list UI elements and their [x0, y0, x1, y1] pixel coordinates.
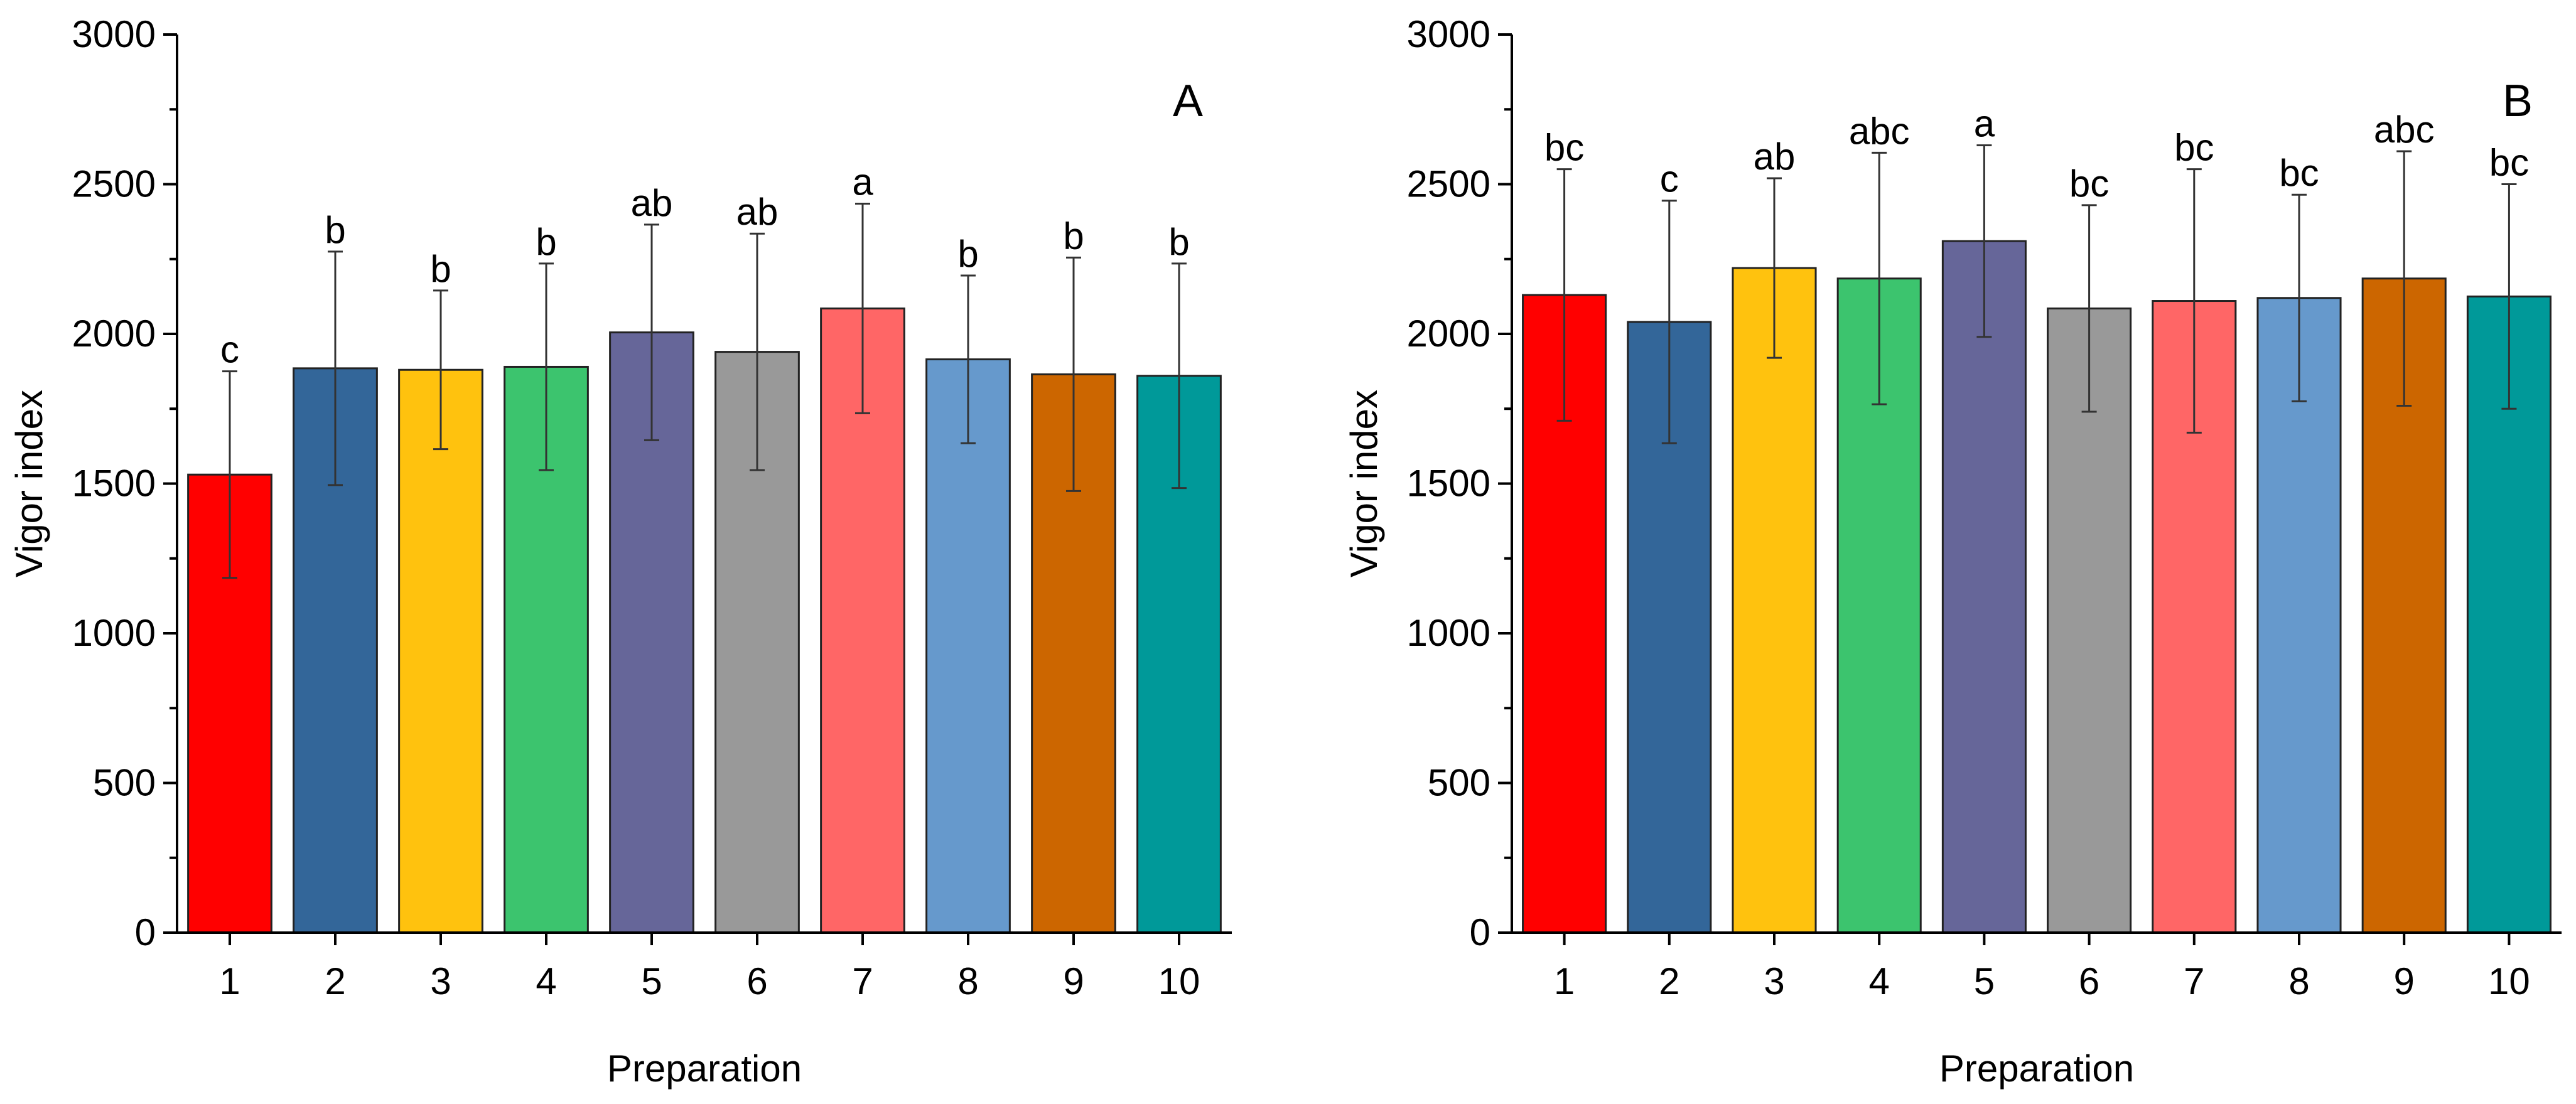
x-tick-label-5: 5 — [641, 960, 662, 1002]
error-bar-5 — [1976, 144, 1992, 338]
error-bar-4 — [1872, 151, 1887, 405]
axes — [1511, 35, 2562, 934]
x-tick-label-3: 3 — [1764, 960, 1784, 1002]
x-tick-label-2: 2 — [325, 960, 345, 1002]
x-tick-label-7: 7 — [2184, 960, 2204, 1002]
significance-letter-3: b — [430, 248, 451, 290]
error-bar-10 — [2501, 183, 2517, 410]
error-bar-7 — [2186, 168, 2202, 434]
significance-letter-1: bc — [1544, 127, 1584, 169]
x-tick-label-5: 5 — [1974, 960, 1995, 1002]
error-bar-7 — [855, 203, 870, 414]
error-bar-4 — [539, 262, 554, 471]
x-tick-label-9: 9 — [1063, 960, 1084, 1002]
significance-letter-7: bc — [2174, 127, 2214, 169]
y-tick-label-3000: 3000 — [72, 13, 156, 55]
error-bar-3 — [433, 289, 448, 451]
error-bar-8 — [961, 274, 976, 444]
bar-6 — [714, 351, 800, 934]
significance-letter-6: ab — [736, 191, 779, 233]
error-bar-6 — [750, 232, 765, 471]
significance-letter-8: bc — [2279, 152, 2319, 194]
x-axis-label: Preparation — [607, 1048, 802, 1090]
y-tick-label-1500: 1500 — [72, 463, 156, 505]
y-tick-label-500: 500 — [93, 762, 156, 804]
y-axis-label: Vigor index — [1343, 390, 1385, 577]
y-tick-label-1500: 1500 — [1407, 463, 1490, 505]
y-tick-label-2000: 2000 — [1407, 313, 1490, 355]
significance-letter-1: c — [220, 329, 239, 371]
x-axis-label: Preparation — [1939, 1048, 2134, 1090]
error-bar-3 — [1767, 177, 1782, 359]
significance-letter-6: bc — [2069, 163, 2109, 205]
panel-label: B — [2503, 76, 2533, 126]
x-tick-label-6: 6 — [2079, 960, 2099, 1002]
chart-panel-b: bc 1 c 2 ab 3 abc 4 a 5 bc 6 bc 7 bc 8 abc 9 bc 10 0 500 1000 1… — [1343, 13, 2562, 1090]
y-tick-label-1000: 1000 — [72, 612, 156, 654]
x-tick-label-4: 4 — [536, 960, 556, 1002]
panel-label: A — [1173, 76, 1203, 126]
y-tick-label-2500: 2500 — [72, 163, 156, 205]
x-tick-label-7: 7 — [852, 960, 873, 1002]
error-bar-8 — [2292, 193, 2307, 402]
error-bar-9 — [1066, 256, 1081, 492]
error-bar-9 — [2396, 150, 2412, 407]
error-bar-6 — [2081, 204, 2097, 413]
significance-letter-4: b — [536, 221, 556, 263]
x-tick-label-3: 3 — [430, 960, 451, 1002]
significance-letter-4: abc — [1849, 110, 1910, 152]
significance-letter-2: c — [1660, 158, 1679, 200]
x-tick-label-1: 1 — [219, 960, 240, 1002]
bar-3 — [1732, 267, 1817, 934]
y-tick-label-500: 500 — [1428, 762, 1490, 804]
error-bar-1 — [222, 370, 237, 579]
error-bar-2 — [1661, 200, 1677, 444]
significance-letter-5: ab — [631, 182, 673, 224]
y-axis-label: Vigor index — [8, 390, 50, 577]
error-bar-10 — [1172, 262, 1187, 490]
y-tick-label-1000: 1000 — [1407, 612, 1490, 654]
bar-5 — [1941, 240, 2027, 934]
bar-3 — [398, 368, 483, 934]
x-tick-label-6: 6 — [746, 960, 767, 1002]
chart-panel-a: c 1 b 2 b 3 b 4 ab 5 ab 6 a 7 b 8 b 9 b 10 0 500 1000 1500 2000 2… — [8, 13, 1232, 1090]
y-tick-label-0: 0 — [135, 911, 156, 953]
x-tick-label-10: 10 — [2488, 960, 2530, 1002]
significance-letter-8: b — [957, 233, 978, 275]
bar-8 — [925, 358, 1011, 934]
significance-letter-9: b — [1063, 215, 1084, 257]
x-tick-label-2: 2 — [1659, 960, 1679, 1002]
x-tick-label-4: 4 — [1869, 960, 1890, 1002]
error-bar-1 — [1556, 168, 1572, 422]
significance-letter-9: abc — [2374, 109, 2435, 151]
x-tick-label-8: 8 — [2288, 960, 2309, 1002]
significance-letter-3: ab — [1754, 136, 1796, 178]
error-bar-5 — [644, 223, 659, 441]
x-tick-label-1: 1 — [1554, 960, 1575, 1002]
y-tick-label-3000: 3000 — [1407, 13, 1490, 55]
x-tick-label-10: 10 — [1158, 960, 1200, 1002]
y-tick-label-2000: 2000 — [72, 313, 156, 355]
x-tick-label-9: 9 — [2394, 960, 2415, 1002]
significance-letter-10: bc — [2489, 142, 2529, 184]
significance-letter-2: b — [325, 209, 345, 251]
y-tick-label-2500: 2500 — [1407, 163, 1490, 205]
error-bar-2 — [328, 250, 343, 486]
significance-letter-7: a — [852, 161, 873, 203]
y-tick-label-0: 0 — [1470, 911, 1490, 953]
x-tick-label-8: 8 — [957, 960, 978, 1002]
axes — [176, 35, 1232, 934]
significance-letter-5: a — [1974, 102, 1995, 144]
significance-letter-10: b — [1168, 221, 1189, 263]
